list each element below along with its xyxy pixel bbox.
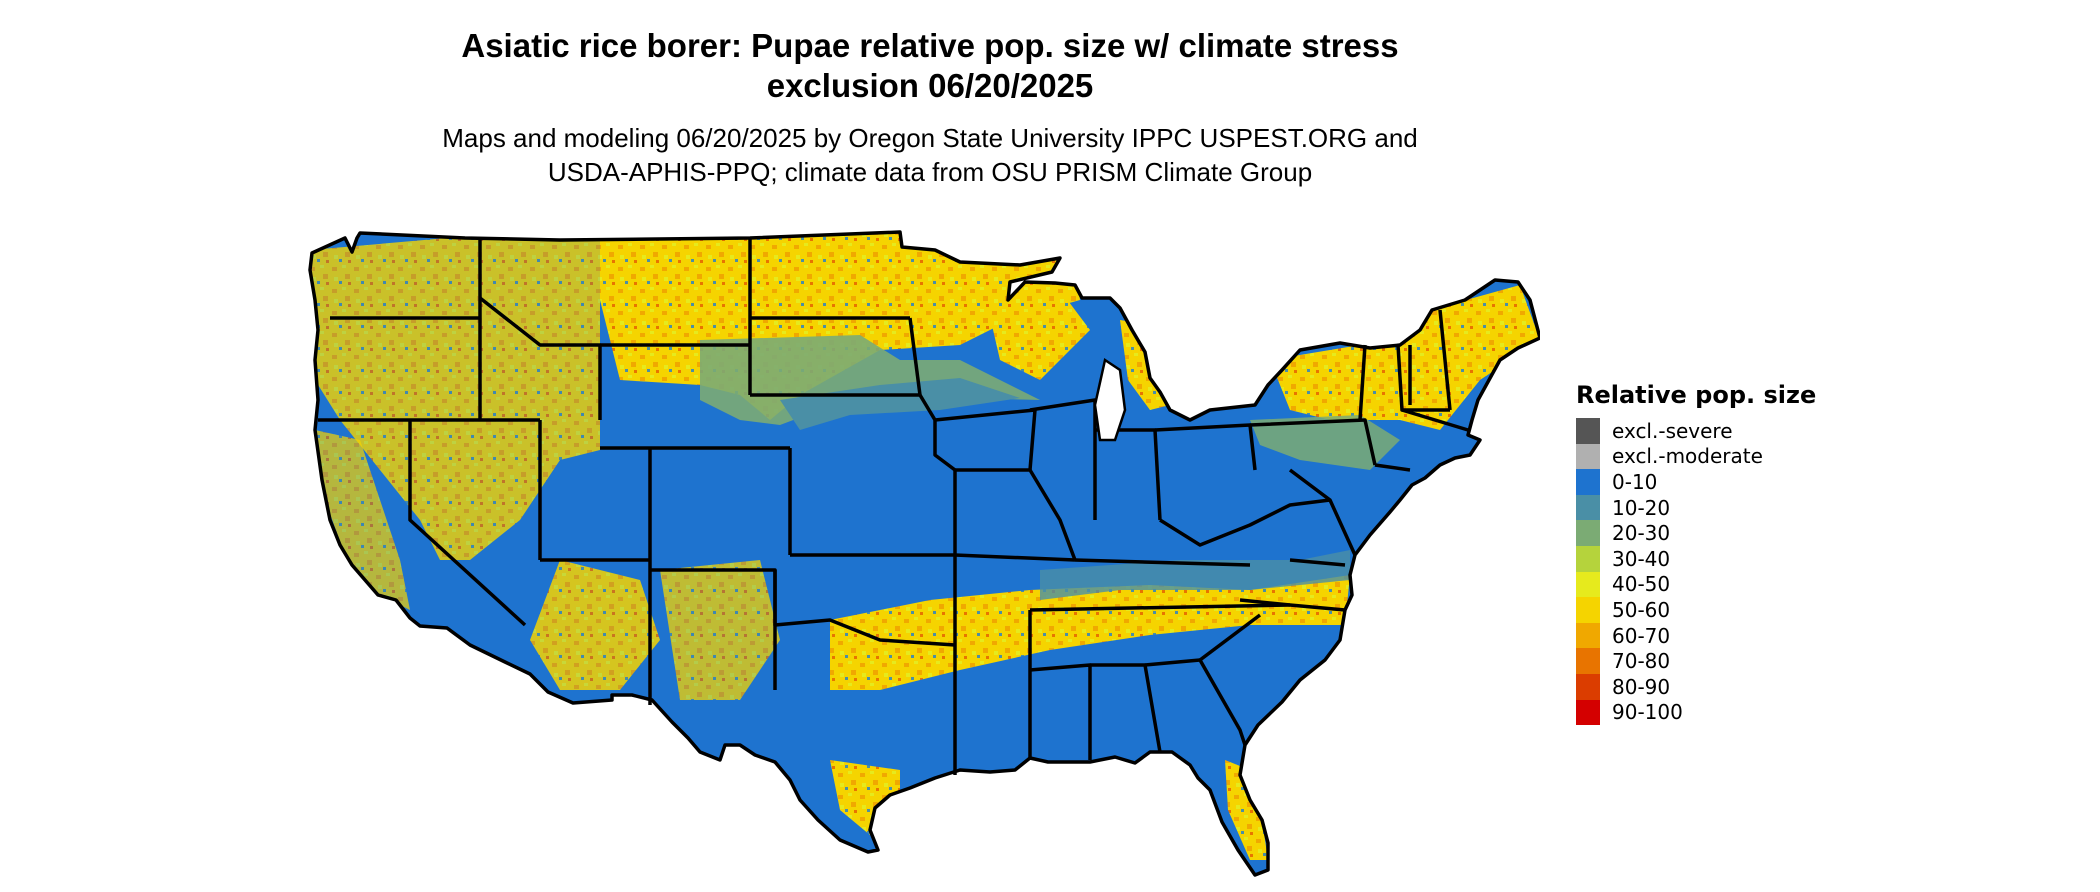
legend-label: 20-30 [1612, 521, 1671, 546]
northeast-transition-band [1250, 415, 1400, 470]
legend-swatch [1576, 520, 1600, 546]
map-subtitle: Maps and modeling 06/20/2025 by Oregon S… [340, 121, 1520, 189]
population-zones [310, 232, 1540, 860]
legend-swatch [1576, 699, 1600, 726]
legend-item: 90-100 [1576, 699, 1876, 726]
legend-swatch [1576, 443, 1600, 470]
legend-swatch [1576, 648, 1600, 674]
state-borders [308, 230, 1540, 877]
legend-label: 10-20 [1612, 495, 1671, 520]
california-warm-zone [315, 430, 410, 610]
legend-label: 40-50 [1612, 572, 1671, 597]
legend-title: Relative pop. size [1576, 381, 1817, 409]
northwest-warm-zone [310, 232, 600, 560]
southern-cool-band [1040, 550, 1350, 600]
legend-label: 80-90 [1612, 674, 1671, 699]
legend-swatch [1576, 622, 1600, 649]
legend-swatch [1576, 673, 1600, 700]
legend-label: 50-60 [1612, 597, 1671, 622]
legend-swatch [1576, 469, 1600, 495]
legend-item: 30-40 [1576, 545, 1876, 572]
wisconsin-warm-zone [985, 290, 1090, 380]
legend-item: 0-10 [1576, 469, 1876, 495]
legend-label: 30-40 [1612, 546, 1671, 571]
title-line-1: Asiatic rice borer: Pupae relative pop. … [461, 27, 1399, 64]
legend-label: excl.-severe [1612, 418, 1733, 443]
legend-swatch [1576, 597, 1600, 623]
legend-label: 60-70 [1612, 623, 1671, 648]
legend-label: 90-100 [1612, 700, 1683, 725]
legend-item: 10-20 [1576, 494, 1876, 521]
map-legend: Relative pop. size excl.-severe excl.-mod… [1576, 380, 1876, 726]
legend-items: excl.-severe excl.-moderate 0-10 10-20 20-30… [1576, 418, 1876, 726]
florida-warm-zone [1225, 760, 1268, 860]
title-line-2: exclusion 06/20/2025 [766, 67, 1094, 104]
legend-swatch [1576, 494, 1600, 521]
legend-swatch [1576, 571, 1600, 598]
southern-warm-belt [830, 575, 1350, 690]
legend-swatch [1576, 545, 1600, 572]
legend-swatch [1576, 418, 1600, 444]
legend-item: excl.-severe [1576, 418, 1876, 444]
legend-item: excl.-moderate [1576, 443, 1876, 470]
legend-label: 0-10 [1612, 469, 1658, 494]
legend-label: excl.-moderate [1612, 444, 1763, 469]
legend-item: 40-50 [1576, 571, 1876, 598]
subtitle-line-2: USDA-APHIS-PPQ; climate data from OSU PR… [547, 157, 1313, 187]
northern-cool-band [780, 378, 1020, 430]
northeast-warm-zone [1270, 285, 1540, 430]
legend-label: 70-80 [1612, 649, 1671, 674]
legend-item: 80-90 [1576, 673, 1876, 700]
legend-item: 50-60 [1576, 597, 1876, 623]
legend-item: 20-30 [1576, 520, 1876, 546]
map-title: Asiatic rice borer: Pupae relative pop. … [340, 26, 1520, 106]
legend-item: 60-70 [1576, 622, 1876, 649]
us-population-map [308, 230, 1540, 877]
subtitle-line-1: Maps and modeling 06/20/2025 by Oregon S… [442, 123, 1418, 153]
arizona-warm-zone [530, 560, 660, 690]
new-mexico-warm-zone [660, 560, 780, 700]
lake-michigan [1093, 357, 1127, 442]
legend-item: 70-80 [1576, 648, 1876, 674]
